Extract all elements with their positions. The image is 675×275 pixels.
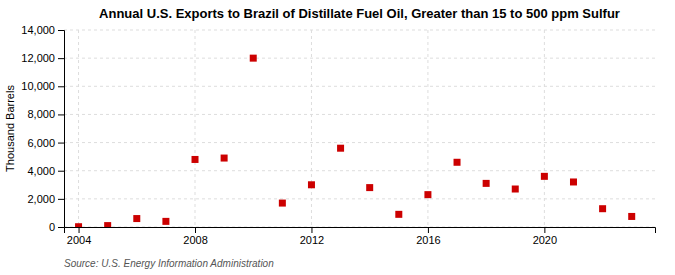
x-axis-tick-label: 2012 <box>300 234 324 246</box>
y-axis-tick: 6,000 <box>27 137 64 149</box>
y-axis-tick-mark <box>58 86 64 87</box>
point <box>512 186 519 193</box>
y-axis-tick: 10,000 <box>21 80 64 92</box>
y-axis-tick-label: 8,000 <box>27 108 55 120</box>
y-axis-tick-label: 12,000 <box>21 52 55 64</box>
grid <box>64 30 655 227</box>
x-grid-line <box>195 30 196 227</box>
source: Source: U.S. Energy Information Administ… <box>64 258 274 269</box>
point <box>337 145 344 152</box>
y-grid-line <box>64 86 655 87</box>
point <box>454 159 461 166</box>
y-axis-tick: 4,000 <box>27 165 64 177</box>
x-axis-tick: 2004 <box>67 227 91 246</box>
points <box>75 55 635 227</box>
y-axis-title: Thousand Barrels <box>4 85 16 172</box>
y-grid-line <box>64 58 655 59</box>
chart: 2004 2008 2012 2016 2020 0 2,000 4,000 6,000 8,00… <box>0 0 675 275</box>
x-axis: 2004 2008 2012 2016 2020 <box>65 227 656 246</box>
y-axis-tick-label: 10,000 <box>21 80 55 92</box>
x-axis-tick-mark <box>311 227 312 233</box>
x-axis-tick-mark <box>544 227 545 233</box>
y-grid-line <box>64 170 655 171</box>
y-axis-tick-mark <box>58 30 64 31</box>
point <box>483 180 490 187</box>
point <box>599 205 606 212</box>
y-axis-tick: 8,000 <box>27 108 64 120</box>
x-axis-line <box>65 228 656 234</box>
point <box>104 222 111 227</box>
x-axis-tick: 2016 <box>416 227 440 246</box>
point <box>221 155 228 162</box>
y-axis: 0 2,000 4,000 6,000 8,000 10,000 12,000 14,000 <box>21 24 64 233</box>
point <box>366 184 373 191</box>
x-axis-tick-mark <box>195 227 196 233</box>
point <box>628 213 635 220</box>
point <box>162 218 169 225</box>
point <box>424 191 431 198</box>
y-axis-tick-mark <box>58 227 64 228</box>
plot: 2004 2008 2012 2016 2020 0 2,000 4,000 6,000 8,00… <box>21 24 655 246</box>
y-grid-line <box>64 142 655 143</box>
x-axis-tick-label: 2020 <box>533 234 557 246</box>
y-axis-tick-label: 4,000 <box>27 165 55 177</box>
y-axis-tick-mark <box>58 143 64 144</box>
x-grid-line <box>311 30 312 227</box>
y-axis-tick-mark <box>58 58 64 59</box>
y-axis-line <box>58 31 65 228</box>
x-axis-tick-mark <box>428 227 429 233</box>
x-axis-tick: 2012 <box>300 227 324 246</box>
y-grid-line <box>64 114 655 115</box>
point <box>75 223 82 227</box>
y-axis-tick-label: 2,000 <box>27 193 55 205</box>
y-axis-tick-mark <box>58 199 64 200</box>
y-axis-tick-mark <box>58 114 64 115</box>
y-axis-tick-mark <box>58 171 64 172</box>
x-axis-tick-label: 2004 <box>67 234 91 246</box>
x-grid-line <box>544 30 545 227</box>
y-axis-tick-label: 14,000 <box>21 24 55 36</box>
point <box>308 181 315 188</box>
x-axis-tick-label: 2016 <box>416 234 440 246</box>
point <box>395 211 402 218</box>
y-axis-tick: 12,000 <box>21 52 64 64</box>
point <box>192 156 199 163</box>
y-axis-tick: 14,000 <box>21 24 64 36</box>
x-axis-tick-mark <box>79 227 80 233</box>
x-axis-tick-label: 2008 <box>183 234 207 246</box>
title: Annual U.S. Exports to Brazil of Distill… <box>99 6 620 21</box>
y-axis-tick: 2,000 <box>27 193 64 205</box>
x-axis-tick: 2020 <box>533 227 557 246</box>
point <box>133 215 140 222</box>
y-axis-tick-label: 6,000 <box>27 137 55 149</box>
y-grid-line <box>64 30 655 31</box>
point <box>279 200 286 207</box>
y-axis-tick: 0 <box>49 221 64 233</box>
point <box>570 178 577 185</box>
y-axis-tick-label: 0 <box>49 221 55 233</box>
y-grid-line <box>64 198 655 199</box>
x-grid-line <box>78 30 79 227</box>
point <box>250 55 257 62</box>
point <box>541 173 548 180</box>
x-axis-tick: 2008 <box>183 227 207 246</box>
